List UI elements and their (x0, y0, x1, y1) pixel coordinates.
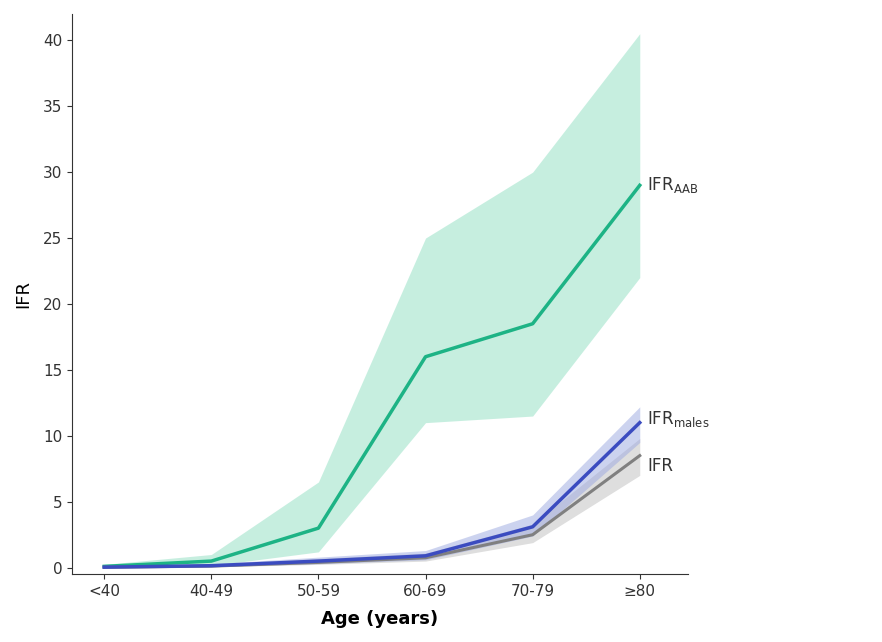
Y-axis label: IFR: IFR (14, 280, 32, 308)
Text: IFR$_{\mathregular{males}}$: IFR$_{\mathregular{males}}$ (647, 409, 710, 429)
Text: IFR$_{\mathregular{AAB}}$: IFR$_{\mathregular{AAB}}$ (647, 175, 699, 195)
X-axis label: Age (years): Age (years) (321, 610, 438, 628)
Text: IFR: IFR (647, 457, 673, 475)
